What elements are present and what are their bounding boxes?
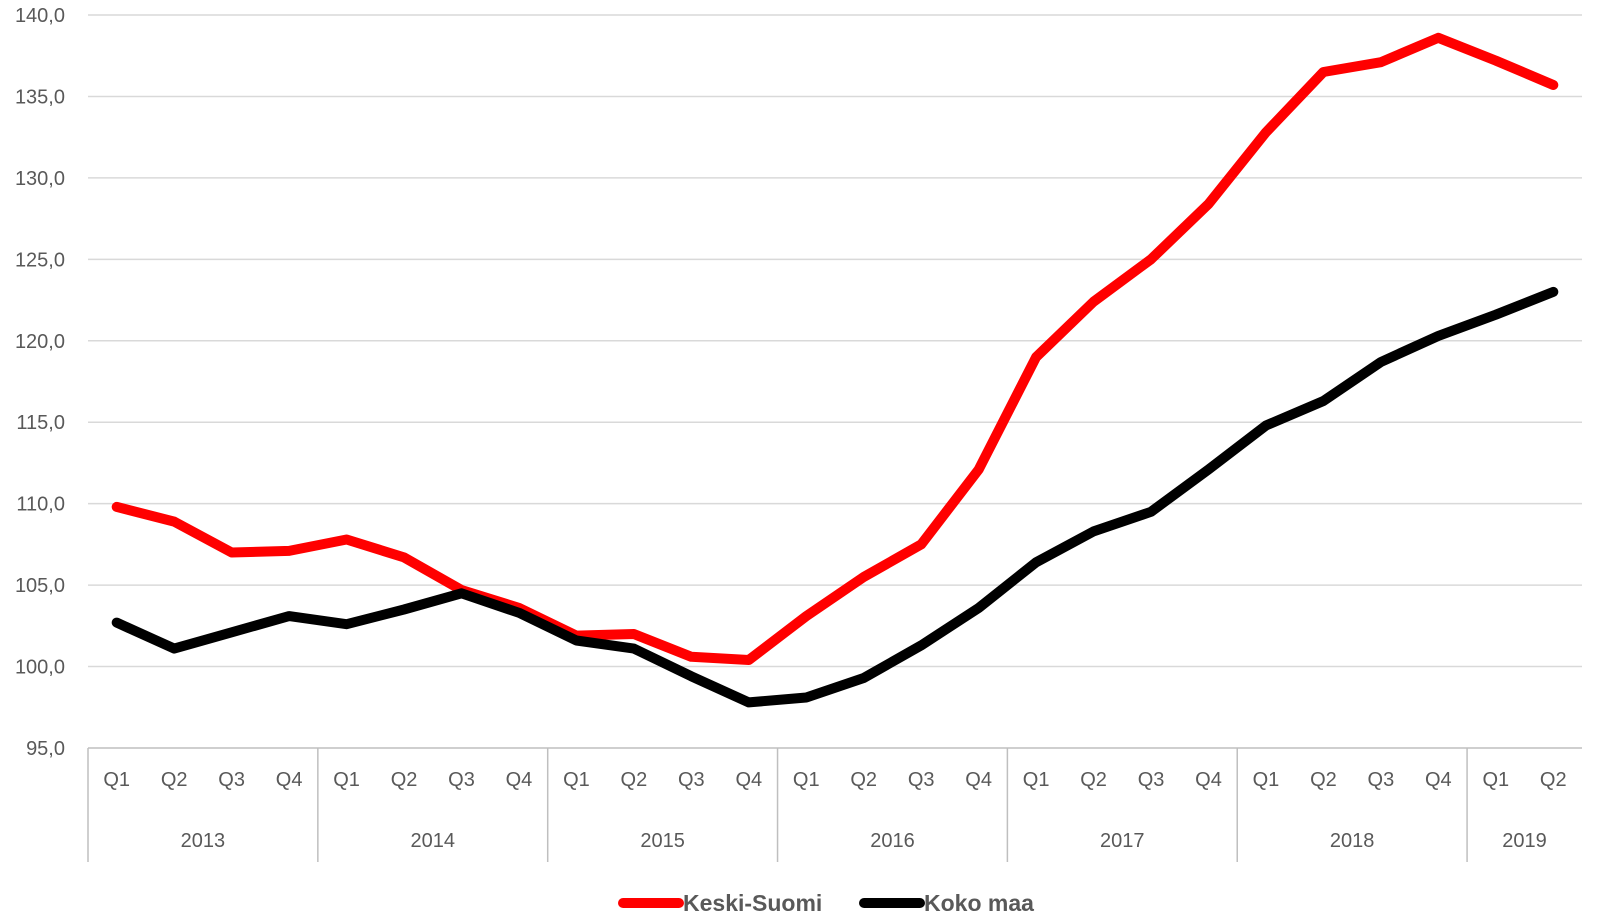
x-tick-quarter: Q1 [793,769,820,791]
x-tick-quarter: Q4 [276,769,303,791]
y-tick-label: 100,0 [15,657,65,679]
series-line-koko-maa [111,286,1559,708]
legend-label-keski-suomi: Keski-Suomi [683,890,822,915]
y-axis: 95,0 100,0 105,0 110,0 115,0 120,0 125,0 130,0 1… [15,5,65,760]
x-tick-quarter: Q3 [908,769,935,791]
x-tick-quarter: Q2 [621,769,648,791]
x-tick-quarter: Q2 [1080,769,1107,791]
x-tick-quarter: Q2 [1310,769,1337,791]
x-tick-quarter: Q3 [218,769,245,791]
y-tick-label: 95,0 [26,738,65,760]
x-tick-year: 2015 [640,830,685,852]
x-tick-year: 2018 [1330,830,1375,852]
y-tick-label: 135,0 [15,86,65,108]
y-tick-label: 130,0 [15,168,65,190]
x-tick-quarter: Q2 [161,769,188,791]
series-line-keski-suomi [111,32,1559,665]
x-tick-quarter: Q4 [1425,769,1452,791]
x-tick-quarter: Q3 [678,769,705,791]
x-tick-quarter: Q1 [333,769,360,791]
y-tick-label: 105,0 [15,575,65,597]
x-tick-quarter: Q4 [965,769,992,791]
x-tick-quarter: Q1 [1023,769,1050,791]
x-tick-quarter: Q4 [1195,769,1222,791]
gridlines [88,14,1582,749]
x-tick-year: 2019 [1502,830,1547,852]
series-lines [111,32,1559,708]
y-tick-label: 125,0 [15,249,65,271]
x-tick-quarter: Q1 [103,769,130,791]
x-tick-year: 2017 [1100,830,1145,852]
x-tick-quarter: Q1 [1253,769,1280,791]
x-tick-quarter: Q1 [563,769,590,791]
x-tick-quarter: Q2 [391,769,418,791]
y-tick-label: 120,0 [15,331,65,353]
x-axis: Q1 Q2 Q3 Q4 Q1 Q2 Q3 Q4 Q1 Q2 Q3 Q4 Q1 Q2 Q3 Q4 Q1 Q2 Q3 Q4… [87,748,1567,862]
y-tick-label: 115,0 [16,412,65,434]
x-tick-quarter: Q4 [735,769,762,791]
x-tick-quarter: Q3 [448,769,475,791]
x-tick-year: 2014 [411,830,456,852]
x-tick-quarter: Q3 [1368,769,1395,791]
legend: Keski-Suomi Koko maa [618,890,1034,915]
x-tick-quarter: Q3 [1138,769,1165,791]
y-tick-label: 110,0 [16,494,65,516]
x-tick-quarter: Q2 [1540,769,1567,791]
x-tick-quarter: Q1 [1482,769,1509,791]
x-tick-quarter: Q4 [506,769,533,791]
legend-label-koko-maa: Koko maa [924,890,1034,915]
x-tick-year: 2013 [181,830,226,852]
x-tick-year: 2016 [870,830,915,852]
x-tick-quarter: Q2 [850,769,877,791]
y-tick-label: 140,0 [15,5,65,27]
